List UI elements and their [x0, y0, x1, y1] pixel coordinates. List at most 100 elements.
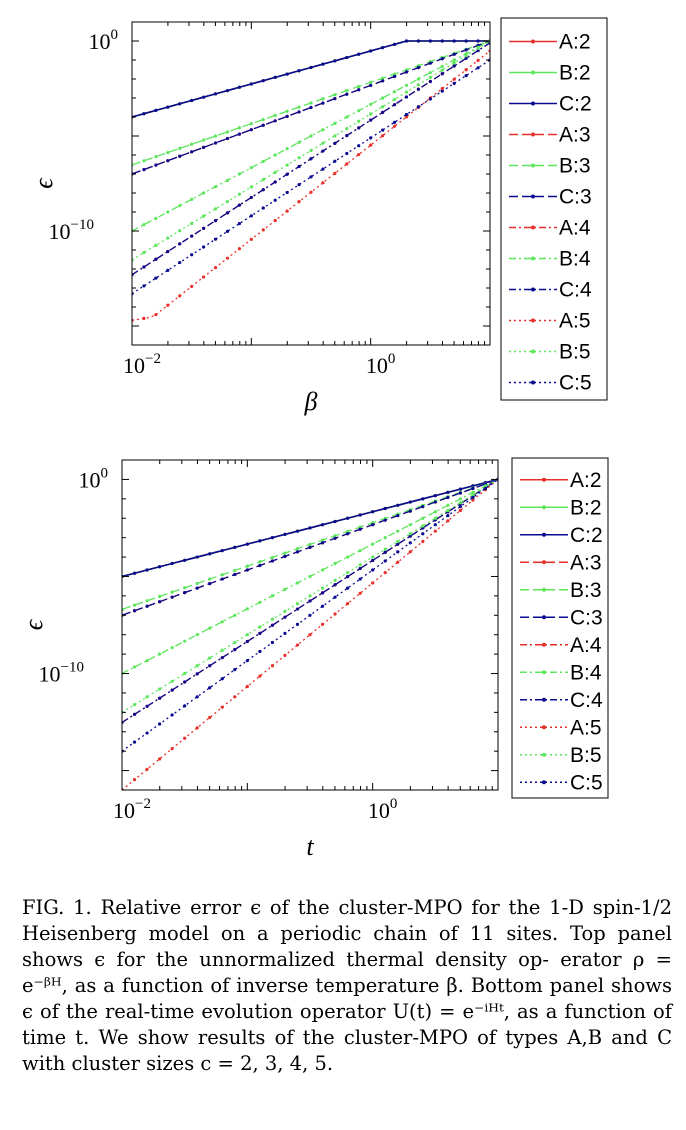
data-point	[283, 609, 287, 614]
data-point	[371, 523, 375, 527]
data-point	[440, 72, 444, 76]
data-point	[237, 85, 241, 89]
data-point	[273, 170, 277, 174]
data-point	[392, 42, 397, 46]
data-point	[237, 222, 241, 226]
caption-line-6: U(t) = e⁻ⁱᴴᵗ, as a function of time t. W…	[22, 1000, 672, 1049]
data-point	[132, 571, 137, 575]
data-point	[433, 500, 437, 504]
data-point	[396, 503, 400, 507]
x-tick-label: 10−2	[113, 796, 151, 823]
data-point	[213, 237, 218, 241]
data-point	[408, 532, 412, 536]
data-point	[357, 109, 361, 113]
data-point	[183, 586, 187, 590]
data-point	[369, 102, 373, 106]
data-point	[154, 163, 158, 167]
data-point	[358, 548, 362, 553]
data-point	[132, 740, 137, 744]
data-point	[145, 599, 149, 603]
data-point	[464, 56, 468, 60]
data-point	[416, 83, 420, 87]
data-point	[297, 69, 301, 73]
data-point	[309, 134, 313, 138]
data-point	[381, 96, 385, 100]
data-point	[308, 594, 312, 598]
data-point	[295, 547, 300, 551]
data-point	[245, 564, 249, 568]
data-point	[321, 62, 325, 66]
data-point	[369, 49, 373, 53]
data-point	[357, 52, 361, 56]
data-point	[285, 172, 289, 176]
data-point	[381, 79, 385, 83]
data-point	[249, 122, 253, 126]
data-point	[258, 539, 262, 543]
x-axis-title: t	[306, 832, 314, 861]
data-point	[345, 55, 349, 60]
data-point	[237, 192, 241, 196]
data-point	[471, 484, 475, 488]
data-point	[471, 490, 475, 494]
data-point	[142, 112, 146, 116]
data-point	[333, 612, 337, 616]
data-point	[464, 73, 468, 78]
data-point	[357, 88, 361, 92]
data-point	[270, 555, 274, 560]
data-point	[213, 207, 218, 211]
series-C-3	[132, 39, 490, 176]
data-point	[357, 119, 361, 123]
legend-label: C:3	[559, 186, 592, 209]
data-point	[145, 695, 149, 699]
legend-label: A:4	[559, 217, 591, 240]
data-point	[261, 228, 265, 232]
series-B-5	[132, 39, 490, 262]
data-point	[295, 581, 300, 585]
data-point	[273, 113, 277, 117]
data-point	[392, 90, 397, 94]
data-point	[270, 559, 274, 563]
data-point	[145, 704, 149, 708]
legend-marker	[542, 697, 546, 702]
data-point	[357, 152, 361, 157]
data-point	[208, 715, 212, 720]
data-point	[190, 150, 194, 154]
data-point	[166, 105, 170, 109]
legend-marker	[542, 725, 546, 730]
data-point	[358, 563, 362, 567]
data-point	[237, 203, 241, 207]
data-point	[258, 649, 262, 654]
data-point	[404, 95, 409, 99]
data-point	[383, 547, 387, 551]
data-point	[297, 156, 301, 160]
data-point	[346, 602, 350, 606]
data-point	[346, 555, 350, 559]
data-point	[320, 523, 325, 527]
data-point	[440, 87, 444, 91]
legend-item: A:2	[509, 31, 591, 54]
data-point	[178, 242, 182, 246]
data-point	[270, 617, 274, 621]
data-point	[195, 664, 199, 668]
data-point	[333, 121, 337, 125]
data-point	[220, 548, 224, 553]
legend-item: C:5	[509, 372, 592, 395]
legend-marker	[531, 380, 535, 385]
caption-line-1: Relative error ϵ of the cluster-MPO for …	[100, 896, 584, 919]
data-point	[381, 110, 385, 115]
data-point	[285, 209, 289, 213]
data-point	[202, 226, 206, 230]
data-point	[392, 103, 397, 107]
data-point	[183, 736, 187, 740]
legend-marker	[531, 225, 535, 230]
data-point	[258, 600, 262, 604]
data-point	[132, 712, 137, 716]
data-point	[190, 98, 194, 103]
data-point	[158, 652, 162, 656]
y-tick-label: 100	[79, 465, 109, 492]
data-point	[273, 180, 277, 184]
y-tick-label: 10−10	[39, 660, 84, 687]
axes-frame	[121, 459, 499, 791]
data-point	[476, 66, 480, 70]
data-point	[245, 542, 249, 546]
